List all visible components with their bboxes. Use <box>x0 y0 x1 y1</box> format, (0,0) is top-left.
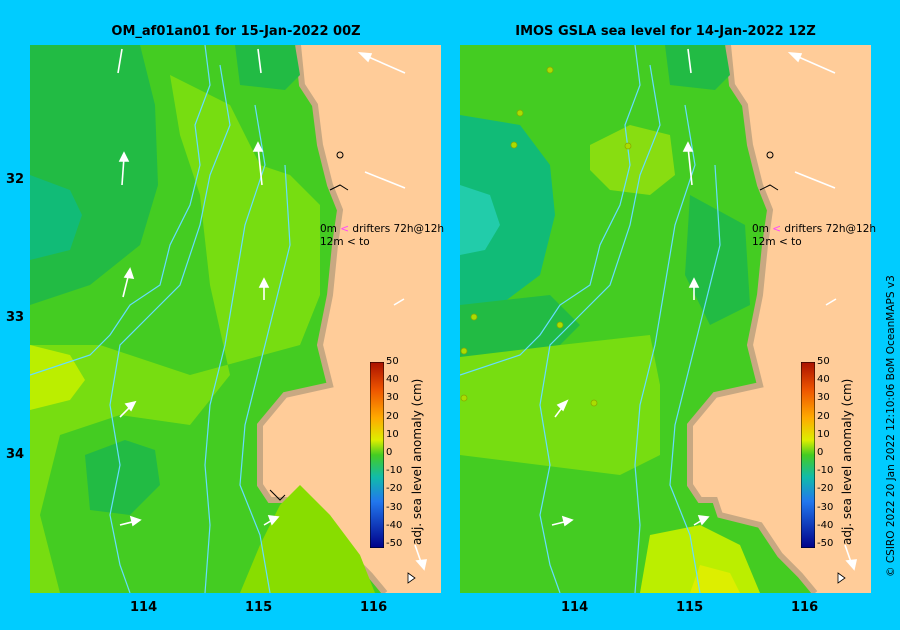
colorbar-tick-label: 50 <box>817 356 830 367</box>
left-legend-depth-0m: 0m <box>320 223 337 235</box>
right-colorbar <box>800 361 816 549</box>
left-lon-label-114: 114 <box>130 600 158 615</box>
lat-label-34: 34 <box>6 447 25 462</box>
colorbar-tick-label: -30 <box>386 501 403 513</box>
lat-label-32: 32 <box>6 172 25 187</box>
right-lon-label-114: 114 <box>561 600 589 615</box>
right-legend-depth-12m: 12m <box>752 236 776 248</box>
credit-text: © CSIRO 2022 20 Jan 2022 12:10:06 BoM Oc… <box>885 275 897 577</box>
colorbar-tick-label: -10 <box>386 465 403 477</box>
colorbar-tick-label: -50 <box>386 538 403 549</box>
lat-label-33: 33 <box>6 310 25 325</box>
colorbar-tick-label: 20 <box>817 410 830 422</box>
colorbar-tick-label: -10 <box>817 465 834 477</box>
colorbar-tick-label: 40 <box>386 374 399 386</box>
colorbar-tick-label: -30 <box>817 501 834 513</box>
right-legend-text2: to <box>791 236 802 248</box>
colorbar-tick-label: 40 <box>817 374 830 386</box>
right-lon-label-116: 116 <box>791 600 819 615</box>
left-colorbar-label: adj. sea level anomaly (cm) <box>410 378 424 545</box>
right-colorbar-label: adj. sea level anomaly (cm) <box>840 378 854 545</box>
left-lon-label-115: 115 <box>245 600 273 615</box>
drifter-arrow-pink-icon: < <box>340 223 350 235</box>
drifter-arrow-black-icon: < <box>778 236 788 248</box>
colorbar-tick-label: -20 <box>817 483 834 495</box>
colorbar-tick-label: -40 <box>817 519 834 531</box>
drifter-arrow-black-icon: < <box>346 236 356 248</box>
left-map <box>29 44 441 595</box>
right-legend-line1: 0m < drifters 72h@12h <box>752 223 876 235</box>
left-lon-label-116: 116 <box>360 600 388 615</box>
left-legend-text2: to <box>359 236 370 248</box>
colorbar-tick-label: -20 <box>386 483 403 495</box>
left-legend-line2: 12m < to <box>320 236 370 248</box>
colorbar-tick-label: -50 <box>817 538 834 549</box>
colorbar-tick-label: 30 <box>386 392 399 404</box>
right-legend-text1: drifters 72h@12h <box>784 223 877 235</box>
colorbar-tick-label: 0 <box>386 447 393 458</box>
right-map-title: IMOS GSLA sea level for 14-Jan-2022 12Z <box>515 24 816 39</box>
left-map-title: OM_af01an01 for 15-Jan-2022 00Z <box>111 24 361 39</box>
right-legend-line2: 12m < to <box>752 236 802 248</box>
colorbar-tick-label: 50 <box>386 356 399 367</box>
colorbar-tick-label: 10 <box>817 428 830 440</box>
colorbar-tick-label: -40 <box>386 519 403 531</box>
right-colorbar-gradient <box>800 361 816 549</box>
left-legend-text1: drifters 72h@12h <box>352 223 445 235</box>
right-legend-depth-0m: 0m <box>752 223 769 235</box>
left-colorbar <box>369 361 385 549</box>
right-lon-label-115: 115 <box>676 600 704 615</box>
colorbar-tick-label: 10 <box>386 428 399 440</box>
left-legend-depth-12m: 12m <box>320 236 344 248</box>
colorbar-tick-label: 30 <box>817 392 830 404</box>
left-legend-line1: 0m < drifters 72h@12h <box>320 223 444 235</box>
drifter-arrow-pink-icon: < <box>772 223 782 235</box>
colorbar-tick-label: 20 <box>386 410 399 422</box>
left-map-canvas <box>29 44 441 595</box>
left-colorbar-gradient <box>369 361 385 549</box>
colorbar-tick-label: 0 <box>817 447 824 458</box>
